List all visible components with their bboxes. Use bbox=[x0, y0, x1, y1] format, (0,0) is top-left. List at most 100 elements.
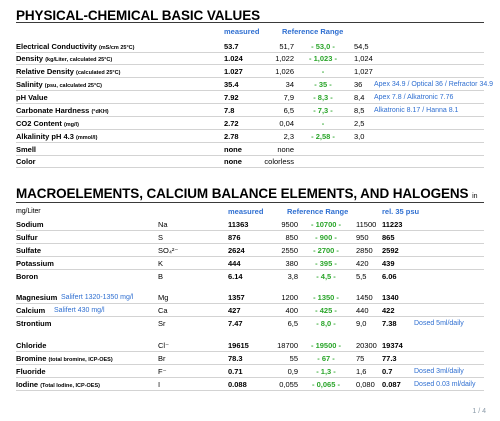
rel-35psu-value: 865 bbox=[382, 233, 395, 242]
measured-value: 2.72 bbox=[224, 119, 239, 128]
row-label-text: Carbonate Hardness bbox=[16, 106, 90, 115]
table-row: Iodine (Total Iodine, ICP-OES) I 0.088 0,05… bbox=[16, 379, 484, 391]
reference-min: 3,8 bbox=[287, 272, 298, 281]
reference-min: 1,022 bbox=[275, 54, 294, 63]
reference-optimum: - bbox=[321, 67, 325, 76]
row-unit: (calculated 25°C) bbox=[76, 70, 121, 76]
rel-35psu-value: 77.3 bbox=[382, 354, 397, 363]
row-label: Strontium bbox=[16, 318, 51, 331]
reference-optimum: - 19500 - bbox=[310, 341, 342, 350]
element-symbol: F⁻ bbox=[158, 367, 167, 376]
rel-35psu-value: 7.38 bbox=[382, 319, 397, 328]
measured-value: 0.088 bbox=[228, 380, 247, 389]
section-title-text: MACROELEMENTS, CALCIUM BALANCE ELEMENTS,… bbox=[16, 186, 469, 201]
rel-35psu-value: 0.087 bbox=[382, 380, 401, 389]
element-symbol: B bbox=[158, 272, 164, 281]
reference-optimum: - 35 - bbox=[314, 80, 332, 89]
reference-optimum: - 2700 - bbox=[313, 246, 339, 255]
col-rel-header: rel. 35 psu bbox=[382, 207, 420, 216]
rel-35psu-value: 0.7 bbox=[382, 367, 393, 376]
row-label-text: Smell bbox=[16, 145, 37, 154]
measured-value: 427 bbox=[228, 306, 241, 315]
page-number: 1 / 4 bbox=[472, 408, 486, 415]
reference-min: 18700 bbox=[277, 341, 298, 350]
section-title-basic-values: PHYSICAL-CHEMICAL BASIC VALUES bbox=[16, 8, 261, 23]
reference-optimum: - bbox=[321, 119, 325, 128]
reference-optimum: - 53,0 - bbox=[311, 42, 335, 51]
measured-value: 6.14 bbox=[228, 272, 243, 281]
reference-max: 5,5 bbox=[356, 272, 367, 281]
row-unit: (°dKH) bbox=[91, 109, 109, 115]
col-reference-header: Reference Range bbox=[287, 207, 349, 216]
reference-min: 1,026 bbox=[275, 67, 294, 76]
row-label: pH Value bbox=[16, 92, 48, 105]
row-label: Sulfur bbox=[16, 232, 38, 245]
reference-min: colorless bbox=[264, 157, 294, 166]
reference-optimum: - 67 - bbox=[317, 354, 335, 363]
table-row: Salinity (psu, calculated 25°C) 35.4 34 - 3… bbox=[16, 79, 493, 92]
row-label-text: Calcium bbox=[16, 306, 46, 315]
row-label: Sodium bbox=[16, 219, 44, 232]
row-label: Carbonate Hardness (°dKH) bbox=[16, 105, 109, 118]
reference-max: 1,6 bbox=[356, 367, 367, 376]
row-unit: (total bromine, ICP-OES) bbox=[48, 357, 113, 363]
table-row: Color none colorless bbox=[16, 156, 484, 168]
reference-max: 0,080 bbox=[356, 380, 375, 389]
section-title-unit: in mg/Liter bbox=[16, 193, 478, 215]
reference-min: 380 bbox=[285, 259, 298, 268]
row-label-text: CO2 Content bbox=[16, 119, 62, 128]
row-label-text: Electrical Conductivity bbox=[16, 42, 97, 51]
row-unit: (mmol/l) bbox=[76, 135, 98, 141]
table-row: Potassium K 444 380 - 395 - 420 439 bbox=[16, 258, 484, 270]
row-label-text: Alkalinity pH 4.3 bbox=[16, 132, 74, 141]
row-label: Chloride bbox=[16, 340, 46, 353]
row-unit: (kg/Liter, calculated 25°C) bbox=[45, 57, 113, 63]
reference-optimum: - 0,065 - bbox=[312, 380, 340, 389]
reference-min: 6,5 bbox=[283, 106, 294, 115]
element-symbol: Sr bbox=[158, 319, 166, 328]
row-unit: (mg/l) bbox=[63, 122, 79, 128]
measured-value: 19615 bbox=[228, 341, 249, 350]
col-measured-header: measured bbox=[228, 207, 264, 216]
element-symbol: Mg bbox=[158, 293, 169, 302]
reference-max: 1450 bbox=[356, 293, 373, 302]
measured-value: 78.3 bbox=[228, 354, 243, 363]
table-row: Relative Density (calculated 25°C) 1.027 1… bbox=[16, 66, 484, 78]
reference-min: 51,7 bbox=[279, 42, 294, 51]
row-label: Salinity (psu, calculated 25°C) bbox=[16, 79, 102, 92]
reference-min: 1200 bbox=[281, 293, 298, 302]
table-row: Strontium Sr 7.47 6,5 - 8,0 - 9,0 7.38 Dosed 5… bbox=[16, 318, 484, 329]
row-label-text: Bromine bbox=[16, 354, 47, 363]
table-row: Magnesium Salifert 1320-1350 mg/l Mg 1357 1… bbox=[16, 292, 484, 304]
reference-max: 950 bbox=[356, 233, 369, 242]
table-row: Smell none none bbox=[16, 144, 484, 156]
row-note: Dosed 3ml/daily bbox=[414, 368, 464, 375]
reference-optimum: - 4,5 - bbox=[316, 272, 336, 281]
row-label-text: Sulfate bbox=[16, 246, 42, 255]
col-reference-header: Reference Range bbox=[282, 27, 344, 36]
row-label: Boron bbox=[16, 271, 38, 284]
col-measured-header: measured bbox=[224, 27, 260, 36]
reference-max: 1,024 bbox=[354, 54, 373, 63]
row-label-text: Chloride bbox=[16, 341, 47, 350]
rel-35psu-value: 439 bbox=[382, 259, 395, 268]
divider bbox=[16, 22, 484, 23]
row-unit: (mS/cm 25°C) bbox=[98, 45, 135, 51]
row-label-text: Strontium bbox=[16, 319, 52, 328]
row-note: Dosed 5ml/daily bbox=[414, 320, 464, 327]
element-symbol: SO₄²⁻ bbox=[158, 246, 179, 255]
reference-min: 55 bbox=[289, 354, 298, 363]
rel-35psu-value: 422 bbox=[382, 306, 395, 315]
reference-min: 7,9 bbox=[283, 93, 294, 102]
measured-value: 2624 bbox=[228, 246, 245, 255]
reference-max: 11500 bbox=[356, 220, 377, 229]
reference-optimum: - 425 - bbox=[315, 306, 337, 315]
row-unit: (Total Iodine, ICP-OES) bbox=[40, 383, 100, 389]
table-row: Alkalinity pH 4.3 (mmol/l) 2.78 2,3 - 2,58 … bbox=[16, 131, 484, 143]
row-label-text: Iodine bbox=[16, 380, 39, 389]
element-symbol: Ca bbox=[158, 306, 168, 315]
reference-min: 2550 bbox=[281, 246, 298, 255]
reference-max: 440 bbox=[356, 306, 369, 315]
measured-value: 7.8 bbox=[224, 106, 235, 115]
reference-optimum: - 395 - bbox=[315, 259, 337, 268]
